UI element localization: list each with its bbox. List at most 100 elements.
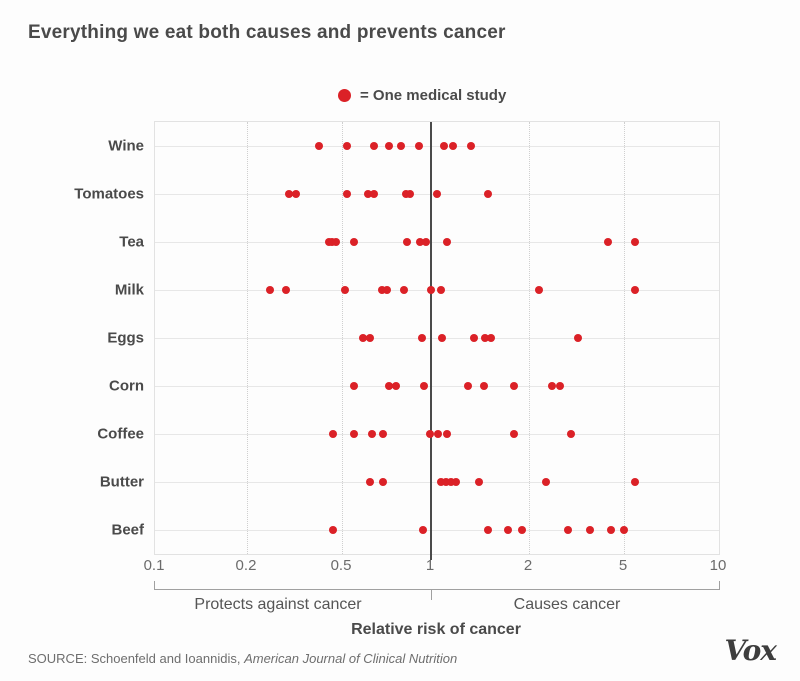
category-label: Wine [108,137,144,155]
category-label: Beef [111,521,144,539]
x-tick-label: 2 [523,557,533,574]
data-point-dot [384,382,393,390]
source-journal: American Journal of Clinical Nutrition [244,651,458,666]
data-point-dot [343,190,352,198]
data-point-dot [340,286,349,294]
x-tick-label: 1 [425,557,435,574]
category-label: Tomatoes [74,185,144,203]
data-point-dot [484,526,493,534]
data-point-dot [443,430,452,438]
legend: = One medical study [338,87,506,104]
data-point-dot [534,286,543,294]
x-tick-label: 0.1 [143,557,165,574]
row-line [155,386,719,387]
data-point-dot [419,526,428,534]
data-point-dot [443,238,452,246]
data-point-dot [350,238,359,246]
causes-region-label: Causes cancer [513,596,621,613]
row-line [155,338,719,339]
data-point-dot [401,190,410,198]
data-point-dot [396,142,405,150]
data-point-dot [470,334,479,342]
row-line [155,530,719,531]
plot-area: Wine Tomatoes Tea Milk Eggs Corn Coffee Butter B… [74,121,720,560]
data-point-dot [399,286,408,294]
data-point-dot [414,142,423,150]
data-point-dot [604,238,613,246]
data-point-dot [343,142,352,150]
data-point-dot [620,526,629,534]
x-tick-label: 0.5 [330,557,352,574]
data-point-dot [487,334,496,342]
data-point-dot [436,286,445,294]
data-point-dot [630,238,639,246]
category-label: Tea [119,233,144,251]
data-point-dot [467,142,476,150]
data-point-dot [420,382,429,390]
data-point-dot [406,190,415,198]
data-point-dot [440,142,449,150]
x-tick-label: 5 [618,557,628,574]
data-point-dot [425,430,434,438]
row-line [155,242,719,243]
protects-region-label: Protects against cancer [194,596,362,613]
x-tick-label: 0.2 [235,557,257,574]
data-point-dot [369,142,378,150]
data-point-dot [474,478,483,486]
category-label: Coffee [97,425,144,443]
data-point-dot [510,382,519,390]
data-point-dot [556,382,565,390]
data-point-dot [630,478,639,486]
data-point-dot [281,286,290,294]
data-point-dot [606,526,615,534]
data-point-dot [504,526,513,534]
data-point-dot [379,430,388,438]
legend-label: = One medical study [360,87,507,104]
category-label: Milk [114,281,144,299]
category-label: Butter [99,473,144,491]
axis-bracket [154,581,720,600]
data-point-dot [630,286,639,294]
data-point-dot [416,238,425,246]
data-point-dot [567,430,576,438]
data-point-dot [441,478,450,486]
data-point-dot [585,526,594,534]
bracket-center-tick [431,589,433,600]
data-point-dot [377,286,386,294]
x-tick-label: 10 [709,557,727,574]
data-point-dot [451,478,460,486]
row-line [155,146,719,147]
data-point-dot [573,334,582,342]
vox-logo: Vox [724,634,777,667]
source-prefix: SOURCE: Schoenfeld and Ioannidis, [28,651,245,666]
data-point-dot [517,526,526,534]
data-point-dot [363,190,372,198]
data-point-dot [350,382,359,390]
data-point-dot [365,478,374,486]
data-point-dot [464,382,473,390]
data-point-dot [437,334,446,342]
category-label: Corn [109,377,144,395]
chart-title: Everything we eat both causes and preven… [28,22,506,43]
data-point-dot [379,478,388,486]
data-point-dot [367,430,376,438]
data-point-dot [548,382,557,390]
data-point-dot [266,286,275,294]
data-point-dot [285,190,294,198]
data-point-dot [384,142,393,150]
data-point-dot [350,430,359,438]
x-axis-ticks: 0.1 0.2 0.5 1 2 5 10 [144,557,727,575]
data-point-dot [331,238,340,246]
data-point-dot [391,382,400,390]
data-point-dot [365,334,374,342]
data-point-dot [369,190,378,198]
data-point-dot [433,430,442,438]
data-point-dot [480,334,489,342]
data-point-dot [563,526,572,534]
baseline-risk-line [430,122,433,560]
study-dot-icon [338,89,351,102]
data-point-dot [359,334,368,342]
data-point-dot [446,478,455,486]
source-credit: SOURCE: Schoenfeld and Ioannidis, Americ… [28,651,457,666]
data-point-dot [314,142,323,150]
